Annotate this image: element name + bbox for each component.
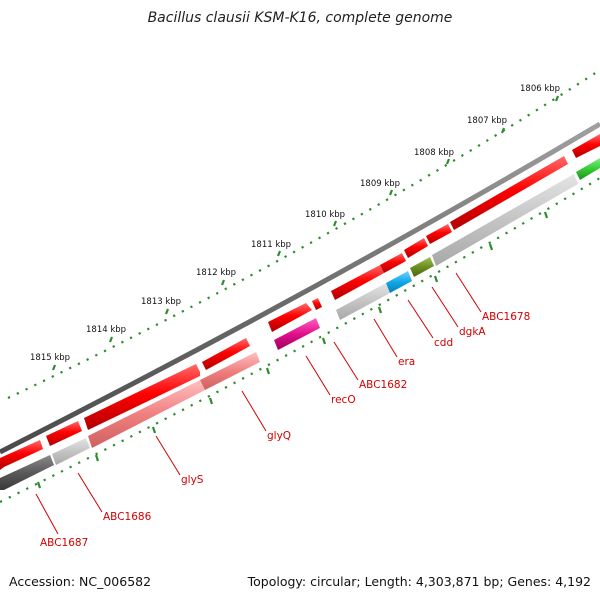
- gene-arrow-fwd-6[interactable]: [312, 298, 322, 310]
- tick-1810: [332, 220, 338, 227]
- leader-dgkA: [431, 286, 459, 328]
- scale-label-1810: 1810 kbp: [305, 210, 345, 220]
- cat-cyan-1[interactable]: [386, 271, 412, 293]
- tick-1813: [164, 308, 170, 315]
- inner-tick-4: [208, 397, 214, 405]
- leader-era: [373, 318, 398, 358]
- gene-arrow-fwd-9[interactable]: [404, 238, 428, 258]
- leader-ABC1678: [455, 272, 482, 313]
- scale-label-1815: 1815 kbp: [30, 353, 70, 363]
- gene-label-era[interactable]: era: [398, 356, 415, 368]
- gene-arrow-fwd-8[interactable]: [380, 253, 406, 273]
- scale-label-1808: 1808 kbp: [414, 148, 454, 158]
- gene-label-recO[interactable]: recO: [331, 394, 356, 406]
- gene-arrow-fwd-5[interactable]: [268, 303, 312, 332]
- scale-label-1809: 1809 kbp: [360, 179, 400, 189]
- gene-label-cdd[interactable]: cdd: [434, 337, 453, 349]
- cat-grey-1[interactable]: [52, 438, 90, 465]
- tick-1811: [276, 250, 282, 257]
- gene-arrow-fwd-2[interactable]: [46, 421, 82, 446]
- leader-ABC1682: [333, 341, 359, 381]
- leader-glyS: [155, 435, 181, 476]
- gene-label-ABC1687[interactable]: ABC1687: [40, 537, 88, 549]
- scale-label-1811: 1811 kbp: [251, 240, 291, 250]
- category-strand: [0, 158, 600, 490]
- gene-label-ABC1678[interactable]: ABC1678: [482, 311, 530, 323]
- outer-scale-ring: 1806 kbp 1807 kbp 1808 kbp 1809 kbp 1810…: [7, 71, 598, 399]
- inner-tick-7: [377, 306, 383, 314]
- scale-label-1807: 1807 kbp: [467, 116, 507, 126]
- leader-cdd: [407, 299, 434, 339]
- cat-grey-2[interactable]: [336, 283, 390, 320]
- genome-backbone: [0, 121, 600, 455]
- gene-arrow-fwd-7[interactable]: [331, 265, 384, 300]
- inner-tick-6: [321, 337, 327, 345]
- gene-leader-lines: [35, 272, 482, 535]
- inner-tick-8: [433, 275, 439, 283]
- topology-text: Topology: circular; Length: 4,303,871 bp…: [247, 574, 591, 589]
- tick-1815: [51, 364, 57, 371]
- inner-tick-2: [94, 454, 100, 462]
- gene-label-dgkA[interactable]: dgkA: [459, 326, 486, 338]
- gene-arrow-fwd-1[interactable]: [0, 440, 43, 470]
- cat-dark-1[interactable]: [0, 455, 54, 490]
- inner-tick-10: [543, 211, 549, 219]
- gene-arrow-fwd-3[interactable]: [84, 364, 200, 430]
- inner-major-ticks: [36, 211, 549, 489]
- major-ticks: [51, 95, 560, 371]
- inner-tick-9: [488, 243, 494, 251]
- scale-label-1812: 1812 kbp: [196, 268, 236, 278]
- leader-recO: [305, 355, 331, 396]
- accession-text: Accession: NC_006582: [9, 574, 152, 589]
- gene-arrow-fwd-11[interactable]: [450, 156, 568, 230]
- cat-grey-3[interactable]: [432, 174, 578, 266]
- gene-arrow-fwd-10[interactable]: [426, 224, 452, 244]
- gene-label-glyS[interactable]: glyS: [181, 474, 204, 486]
- scale-label-1814: 1814 kbp: [86, 325, 126, 335]
- tick-1812: [220, 279, 226, 286]
- gene-label-ABC1686[interactable]: ABC1686: [103, 511, 152, 523]
- leader-ABC1687: [35, 493, 59, 535]
- cat-salmon-1[interactable]: [88, 380, 205, 448]
- cat-magenta-1[interactable]: [274, 318, 320, 350]
- gene-labels: ABC1678 dgkA cdd era ABC1682 recO glyQ g…: [40, 311, 530, 549]
- cat-salmon-2[interactable]: [200, 352, 260, 390]
- gene-arrow-fwd-4[interactable]: [202, 338, 250, 370]
- forward-strand-genes: [0, 134, 600, 470]
- scale-label-1806: 1806 kbp: [520, 84, 560, 94]
- inner-tick-5: [265, 367, 271, 375]
- genome-title: Bacillus clausii KSM-K16, complete genom…: [147, 10, 453, 26]
- inner-tick-3: [151, 426, 157, 434]
- tick-1809: [388, 189, 394, 196]
- scale-label-1813: 1813 kbp: [141, 297, 181, 307]
- gene-label-glyQ[interactable]: glyQ: [267, 430, 291, 442]
- tick-1808: [445, 158, 451, 165]
- tick-1807: [500, 127, 506, 134]
- cat-green-1[interactable]: [576, 158, 600, 180]
- inner-tick-1: [36, 481, 42, 489]
- tick-1814: [108, 336, 114, 343]
- inner-dotted-arc: [0, 177, 600, 503]
- outer-dotted-arc: [7, 71, 598, 399]
- gene-arrow-fwd-12[interactable]: [572, 134, 600, 158]
- gene-label-ABC1682[interactable]: ABC1682: [359, 379, 407, 391]
- leader-glyQ: [241, 390, 267, 432]
- tick-1806: [554, 95, 560, 102]
- scale-labels: 1806 kbp 1807 kbp 1808 kbp 1809 kbp 1810…: [30, 84, 560, 363]
- cat-olive-1[interactable]: [410, 257, 434, 277]
- leader-ABC1686: [77, 472, 103, 513]
